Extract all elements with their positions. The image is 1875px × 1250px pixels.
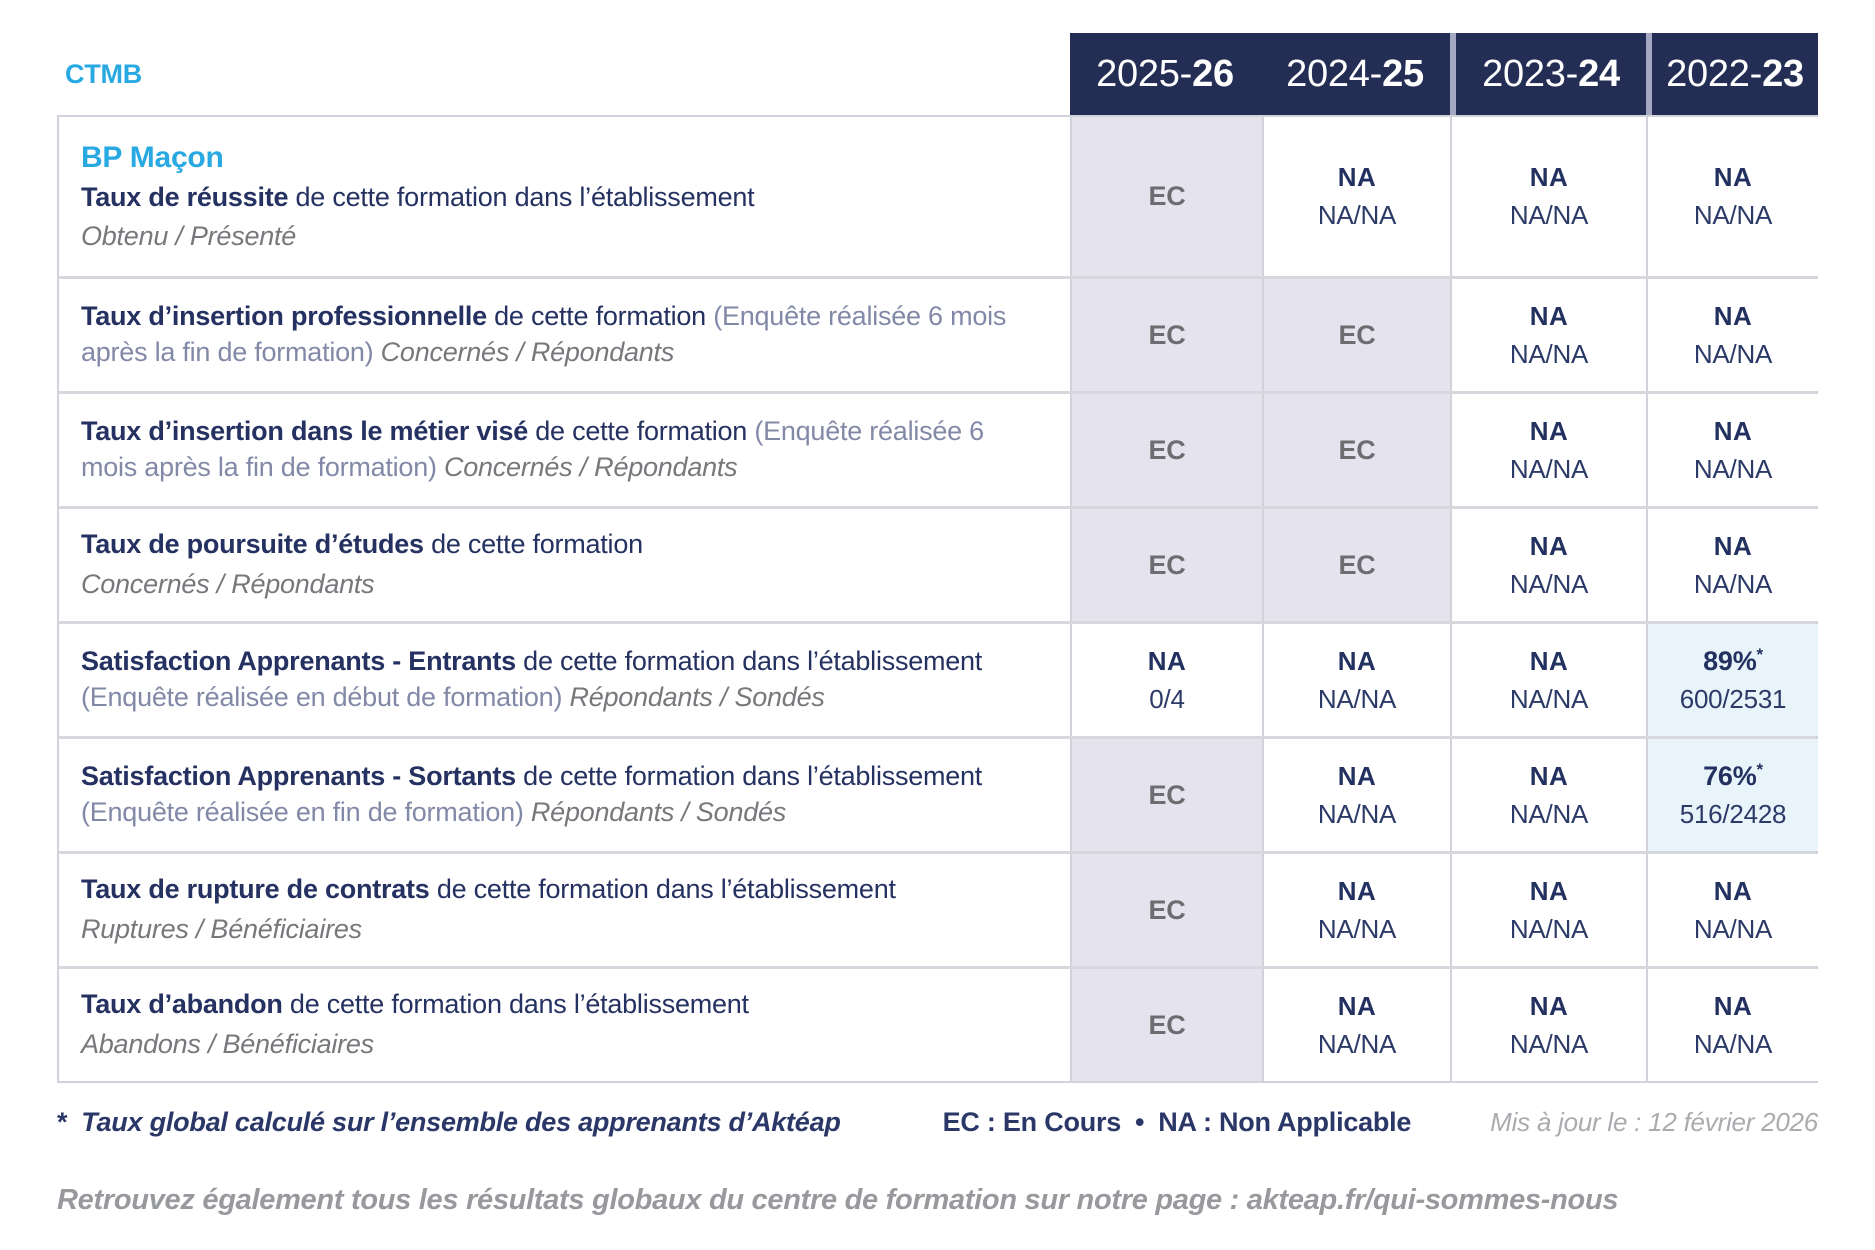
- cell-r4-2022-23: NA NA/NA: [1646, 509, 1818, 621]
- cell-r8-2024-25: NA NA/NA: [1262, 969, 1450, 1081]
- row-title: Satisfaction Apprenants - Entrants de ce…: [81, 646, 983, 712]
- table-row-satisfaction-entrants: Satisfaction Apprenants - Entrants de ce…: [59, 621, 1818, 736]
- year-prefix: 2025-: [1096, 52, 1193, 95]
- global-rate-footnote: * Taux global calculé sur l’ensemble des …: [57, 1107, 841, 1137]
- cell-r6-2022-23: 76%* 516/2428: [1646, 739, 1818, 851]
- row-subtitle: Obtenu / Présenté: [81, 221, 297, 252]
- legend-bar: * Taux global calculé sur l’ensemble des …: [57, 1107, 1818, 1138]
- year-header-2024-25: 2024- 25: [1260, 33, 1450, 115]
- table-row-taux-de-reussite: BP Maçon Taux de réussite de cette forma…: [59, 117, 1818, 276]
- cell-r7-2025-26: EC: [1070, 854, 1262, 966]
- footnote-star: *: [1756, 644, 1763, 664]
- row-label: Taux d’insertion dans le métier visé de …: [59, 394, 1070, 506]
- cell-r4-2023-24: NA NA/NA: [1450, 509, 1646, 621]
- program-title: BP Maçon: [81, 141, 224, 175]
- last-updated-date: Mis à jour le : 12 février 2026: [1490, 1107, 1818, 1137]
- abbreviation-legend: EC : En Cours • NA : Non Applicable: [943, 1107, 1412, 1138]
- cell-r3-2025-26: EC: [1070, 394, 1262, 506]
- cell-r5-2023-24: NA NA/NA: [1450, 624, 1646, 736]
- table-row-abandon: Taux d’abandon de cette formation dans l…: [59, 966, 1818, 1081]
- cell-r7-2022-23: NA NA/NA: [1646, 854, 1818, 966]
- results-table: BP Maçon Taux de réussite de cette forma…: [57, 115, 1818, 1083]
- legend-ec: EC : En Cours: [942, 1107, 1122, 1137]
- cell-r7-2024-25: NA NA/NA: [1262, 854, 1450, 966]
- cell-r1-2024-25: NA NA/NA: [1262, 117, 1450, 276]
- cell-r8-2023-24: NA NA/NA: [1450, 969, 1646, 1081]
- cell-r6-2025-26: EC: [1070, 739, 1262, 851]
- cell-r3-2023-24: NA NA/NA: [1450, 394, 1646, 506]
- year-header-2023-24: 2023- 24: [1450, 33, 1646, 115]
- row-subtitle: Abandons / Bénéficiaires: [81, 1029, 374, 1059]
- row-label: Taux de rupture de contrats de cette for…: [59, 854, 1070, 966]
- legend-na: NA : Non Applicable: [1158, 1107, 1412, 1137]
- row-title: Taux de rupture de contrats de cette for…: [81, 872, 1044, 947]
- header-bar: CTMB 2025- 26 2024- 25 2023- 24 2022- 23: [57, 33, 1818, 115]
- cell-r4-2025-26: EC: [1070, 509, 1262, 621]
- cell-r2-2023-24: NA NA/NA: [1450, 279, 1646, 391]
- cell-r2-2022-23: NA NA/NA: [1646, 279, 1818, 391]
- table-row-rupture-contrats: Taux de rupture de contrats de cette for…: [59, 851, 1818, 966]
- footnote-star: *: [1756, 759, 1763, 779]
- year-suffix: 26: [1192, 52, 1234, 95]
- row-subtitle: Ruptures / Bénéficiaires: [81, 914, 362, 944]
- row-title: Taux de poursuite d’études de cette form…: [81, 527, 1044, 602]
- cell-r2-2024-25: EC: [1262, 279, 1450, 391]
- row-label: Taux d’insertion professionnelle de cett…: [59, 279, 1070, 391]
- asterisk: *: [57, 1107, 68, 1137]
- cell-r4-2024-25: EC: [1262, 509, 1450, 621]
- row-label: Taux de poursuite d’études de cette form…: [59, 509, 1070, 621]
- year-prefix: 2022-: [1666, 52, 1763, 95]
- table-row-poursuite-etudes: Taux de poursuite d’études de cette form…: [59, 506, 1818, 621]
- cell-r1-2025-26: EC: [1070, 117, 1262, 276]
- row-title: Taux d’insertion dans le métier visé de …: [81, 416, 984, 482]
- row-label: Satisfaction Apprenants - Entrants de ce…: [59, 624, 1070, 736]
- cell-r5-2022-23: 89%* 600/2531: [1646, 624, 1818, 736]
- table-row-insertion-professionnelle: Taux d’insertion professionnelle de cett…: [59, 276, 1818, 391]
- row-label: Taux d’abandon de cette formation dans l…: [59, 969, 1070, 1081]
- bullet-separator: •: [1135, 1107, 1145, 1137]
- org-title: CTMB: [65, 58, 143, 89]
- cell-r3-2022-23: NA NA/NA: [1646, 394, 1818, 506]
- cell-r1-2022-23: NA NA/NA: [1646, 117, 1818, 276]
- cell-r8-2022-23: NA NA/NA: [1646, 969, 1818, 1081]
- year-band-recent: 2025- 26 2024- 25: [1070, 33, 1450, 115]
- row-subtitle: Répondants / Sondés: [530, 797, 787, 827]
- row-title: Satisfaction Apprenants - Sortants de ce…: [81, 761, 983, 827]
- year-suffix: 23: [1762, 52, 1804, 95]
- year-suffix: 25: [1382, 52, 1424, 95]
- year-header-2022-23: 2022- 23: [1646, 33, 1818, 115]
- cell-r3-2024-25: EC: [1262, 394, 1450, 506]
- row-label: Satisfaction Apprenants - Sortants de ce…: [59, 739, 1070, 851]
- row-subtitle: Concernés / Répondants: [380, 337, 675, 367]
- row-subtitle: Concernés / Répondants: [443, 452, 738, 482]
- cell-r5-2024-25: NA NA/NA: [1262, 624, 1450, 736]
- year-prefix: 2023-: [1482, 52, 1579, 95]
- table-row-insertion-metier-vise: Taux d’insertion dans le métier visé de …: [59, 391, 1818, 506]
- year-suffix: 24: [1578, 52, 1620, 95]
- year-header-2025-26: 2025- 26: [1070, 33, 1260, 115]
- cell-r7-2023-24: NA NA/NA: [1450, 854, 1646, 966]
- row-subtitle: Concernés / Répondants: [81, 569, 375, 599]
- cell-r6-2023-24: NA NA/NA: [1450, 739, 1646, 851]
- table-row-satisfaction-sortants: Satisfaction Apprenants - Sortants de ce…: [59, 736, 1818, 851]
- row-title: Taux d’insertion professionnelle de cett…: [81, 301, 1007, 367]
- cell-r1-2023-24: NA NA/NA: [1450, 117, 1646, 276]
- row-subtitle: Répondants / Sondés: [569, 682, 825, 712]
- row-title: Taux de réussite de cette formation dans…: [81, 180, 1044, 255]
- row-label: BP Maçon Taux de réussite de cette forma…: [59, 117, 1070, 276]
- row-title: Taux d’abandon de cette formation dans l…: [81, 987, 1044, 1062]
- cell-r5-2025-26: NA 0/4: [1070, 624, 1262, 736]
- year-prefix: 2024-: [1286, 52, 1383, 95]
- cell-r8-2025-26: EC: [1070, 969, 1262, 1081]
- global-results-note: Retrouvez également tous les résultats g…: [57, 1184, 1619, 1216]
- cell-r6-2024-25: NA NA/NA: [1262, 739, 1450, 851]
- cell-r2-2025-26: EC: [1070, 279, 1262, 391]
